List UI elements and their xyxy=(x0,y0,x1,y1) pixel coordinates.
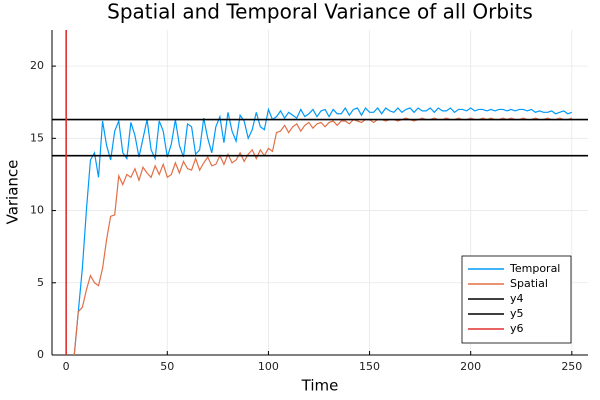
legend: Temporal Spatial y4 y5 y6 xyxy=(461,255,572,344)
legend-label: Spatial xyxy=(510,277,548,290)
y-tick-label: 5 xyxy=(37,276,44,289)
x-tick-label: 0 xyxy=(63,360,70,373)
x-tick-label: 250 xyxy=(561,360,582,373)
x-axis-label: Time xyxy=(301,377,339,395)
x-tick-label: 100 xyxy=(258,360,279,373)
y-tick-label: 10 xyxy=(30,204,44,217)
y-axis-label: Variance xyxy=(4,160,22,225)
legend-label: Temporal xyxy=(509,262,560,275)
legend-label: y6 xyxy=(510,322,524,335)
series-line xyxy=(73,106,573,356)
chart-title: Spatial and Temporal Variance of all Orb… xyxy=(107,0,533,24)
x-tick-label: 200 xyxy=(460,360,481,373)
x-tick-label: 50 xyxy=(160,360,174,373)
y-tick-label: 20 xyxy=(30,59,44,72)
y-tick-label: 15 xyxy=(30,131,44,144)
y-tick-label: 0 xyxy=(37,348,44,361)
x-tick-label: 150 xyxy=(359,360,380,373)
legend-label: y4 xyxy=(510,292,524,305)
legend-label: y5 xyxy=(510,307,524,320)
